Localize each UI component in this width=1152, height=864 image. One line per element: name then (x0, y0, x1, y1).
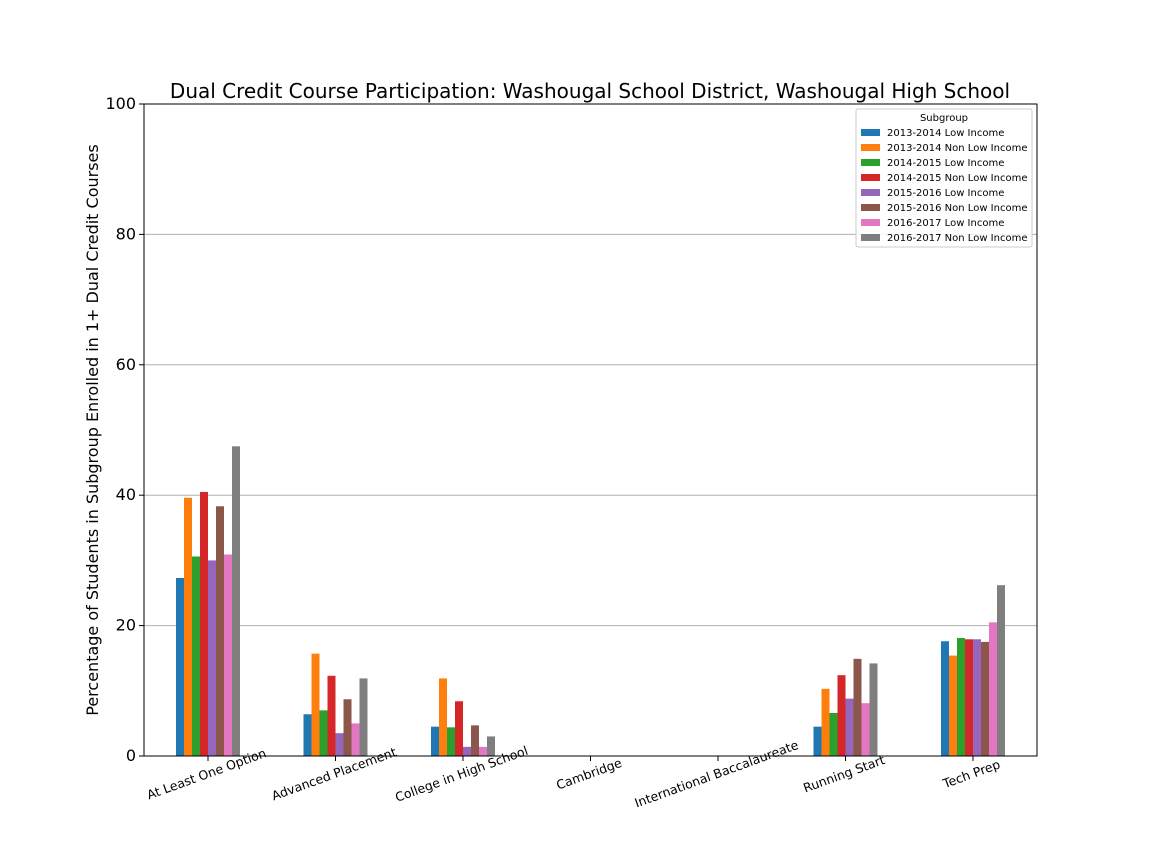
bar (813, 726, 822, 756)
legend-entry: 2016-2017 Low Income (887, 218, 1004, 229)
bar (455, 701, 463, 756)
legend-entry: 2013-2014 Non Low Income (887, 143, 1027, 154)
y-tick-label: 20 (116, 616, 136, 635)
bar (845, 698, 854, 756)
x-tick-label: International Baccalaureate (632, 737, 800, 810)
legend-entry: 2016-2017 Non Low Income (887, 233, 1027, 244)
bar (319, 710, 328, 756)
bar (853, 658, 862, 756)
bars (176, 446, 1005, 756)
legend-swatch (861, 219, 880, 226)
bar (311, 653, 320, 756)
bar (989, 622, 997, 756)
bar (973, 639, 981, 756)
bar (335, 733, 344, 756)
bar (216, 506, 224, 756)
bar (200, 491, 208, 756)
legend-swatch (861, 234, 880, 241)
y-tick-label: 100 (105, 94, 136, 113)
bar (941, 641, 949, 756)
bar (303, 714, 312, 756)
legend-box (855, 108, 1033, 248)
bar (176, 578, 184, 756)
bar (208, 560, 216, 756)
bar (869, 663, 878, 756)
bar (447, 727, 455, 756)
bar (232, 446, 240, 756)
bar (224, 554, 232, 756)
y-tick-label: 60 (116, 355, 136, 374)
legend-entry: 2013-2014 Low Income (887, 128, 1004, 139)
legend-swatch (861, 189, 880, 196)
legend-swatch (861, 144, 880, 151)
bar (439, 678, 447, 756)
legend-entry: 2014-2015 Low Income (887, 158, 1004, 169)
y-axis-label: Percentage of Students in Subgroup Enrol… (83, 144, 102, 715)
legend-entry: 2014-2015 Non Low Income (887, 173, 1027, 184)
bar (343, 699, 352, 756)
legend-swatch (861, 129, 880, 136)
bar (965, 639, 973, 756)
legend: Subgroup 2013-2014 Low Income 2013-2014 No… (855, 108, 1033, 248)
legend-entry: 2015-2016 Non Low Income (887, 203, 1027, 214)
bar (821, 688, 830, 756)
y-axis: 0 20 40 60 80 100 (105, 94, 144, 765)
legend-title: Subgroup (920, 113, 968, 124)
bar (837, 675, 846, 756)
bar (327, 675, 336, 756)
bar (463, 746, 471, 756)
bar (949, 655, 957, 756)
legend-swatch (861, 204, 880, 211)
bar (997, 585, 1005, 756)
bar (981, 641, 989, 756)
y-tick-label: 40 (116, 485, 136, 504)
legend-swatch (861, 174, 880, 181)
bar (184, 497, 192, 756)
bar (359, 678, 368, 756)
bar (471, 725, 479, 756)
bar (957, 637, 965, 756)
bar (861, 703, 870, 756)
bar (192, 556, 200, 756)
x-tick-label: Cambridge (554, 755, 624, 793)
legend-swatch (861, 159, 880, 166)
y-tick-label: 0 (126, 746, 136, 765)
x-tick-label: Tech Prep (940, 756, 1002, 791)
x-tick-label: Running Start (801, 752, 887, 795)
legend-entry: 2015-2016 Low Income (887, 188, 1004, 199)
bar (351, 723, 360, 756)
bar (829, 712, 838, 756)
bar (479, 746, 487, 756)
chart-title: Dual Credit Course Participation: Washou… (170, 79, 1010, 103)
bar (487, 736, 495, 756)
bar (431, 726, 439, 756)
y-tick-label: 80 (116, 224, 136, 243)
